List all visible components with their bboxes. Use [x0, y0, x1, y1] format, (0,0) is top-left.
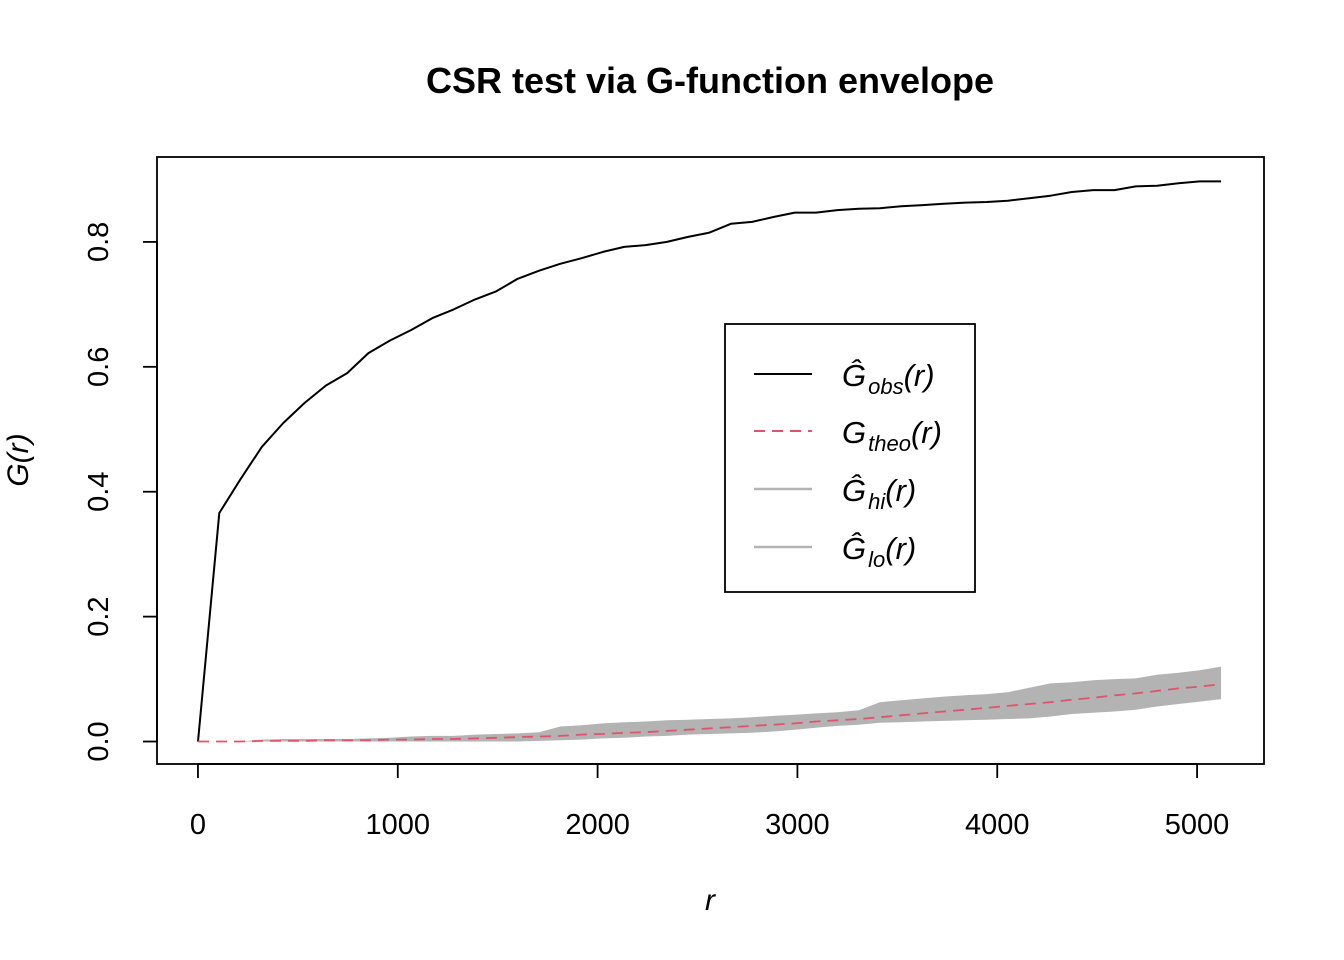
plot-frame [156, 156, 1265, 765]
y-tick-label: 0.6 [83, 347, 115, 387]
envelope-band-layer [198, 666, 1221, 742]
envelope-band [198, 666, 1221, 742]
x-tick-label: 2000 [565, 809, 630, 841]
legend-label-lo: Ĝlo(r) [842, 531, 916, 572]
x-tick-label: 5000 [1165, 809, 1230, 841]
series-line-theo [198, 683, 1222, 743]
y-tick-label: 0.8 [83, 222, 115, 262]
x-tick-label: 1000 [366, 809, 431, 841]
y-tick-label: 0.4 [83, 472, 115, 512]
x-axis-label: r [705, 884, 716, 917]
legend: Ĝobs(r)Gtheo(r)Ĝhi(r)Ĝlo(r) [724, 323, 976, 593]
x-tick-label: 4000 [965, 809, 1030, 841]
y-tick-label: 0.2 [83, 596, 115, 636]
x-tick-label: 3000 [765, 809, 830, 841]
y-axis: 0.0 0.2 0.4 0.6 0.8 [83, 222, 158, 762]
series-line-obs [197, 180, 1221, 742]
chart-title: CSR test via G-function envelope [426, 60, 994, 101]
x-axis: 0 1000 2000 3000 4000 5000 [190, 763, 1230, 841]
y-tick-label: 0.0 [83, 721, 115, 761]
y-axis-label: G(r) [2, 433, 35, 486]
x-tick-label: 0 [190, 809, 206, 841]
series-layer [197, 180, 1222, 743]
